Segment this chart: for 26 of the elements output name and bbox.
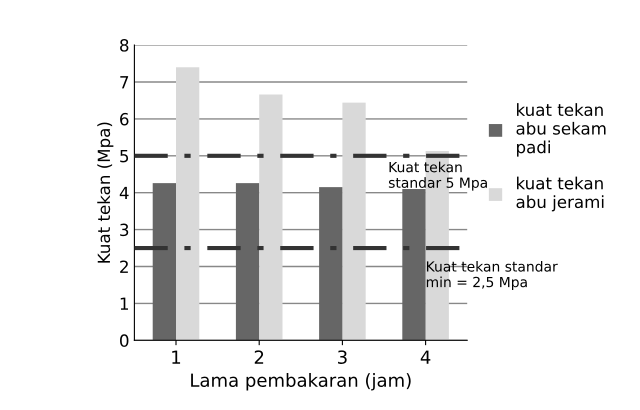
bar (236, 183, 260, 340)
x-tick-label: 1 (172, 350, 180, 364)
y-axis-title: Kuat tekan (Mpa) (97, 122, 114, 263)
y-tick-label: 2 (120, 260, 128, 273)
bar (259, 94, 282, 340)
bar (402, 189, 426, 340)
ref-line-label: Kuat tekan standar min = 2,5 Mpa (426, 260, 558, 290)
y-tick-label: 1 (120, 298, 128, 310)
y-tick-label: 5 (120, 150, 128, 162)
legend-label: kuat tekan abu sekam padi (516, 103, 606, 157)
y-tick-label: 3 (120, 224, 128, 236)
bar (176, 67, 200, 340)
bar (152, 183, 176, 340)
y-tick-label: 8 (120, 39, 128, 52)
y-tick-label: 0 (120, 334, 128, 347)
y-tick-label: 7 (120, 76, 128, 88)
ref-line-label: Kuat tekan standar 5 Mpa (388, 162, 487, 191)
bar (319, 187, 342, 340)
legend-label: kuat tekan abu jerami (516, 176, 604, 212)
x-tick-label: 4 (420, 350, 430, 364)
x-tick-label: 3 (338, 350, 347, 364)
y-tick-label: 6 (120, 112, 128, 126)
bar (342, 102, 366, 340)
x-tick-label: 2 (254, 350, 264, 364)
x-axis-title: Lama pembakaran (jam) (191, 373, 411, 391)
y-tick-label: 4 (120, 186, 129, 200)
